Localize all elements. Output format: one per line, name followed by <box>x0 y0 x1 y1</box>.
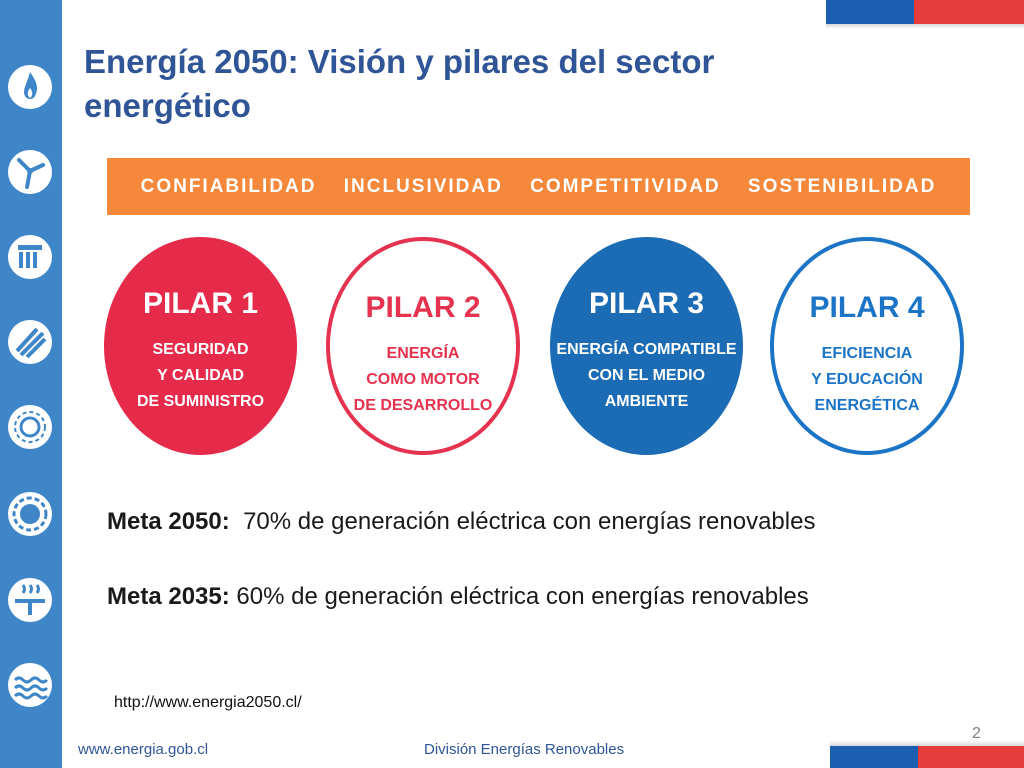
wind-turbine-icon <box>8 150 52 194</box>
pillar-2-line-3: DE DESARROLLO <box>353 397 493 414</box>
flag-red-stripe <box>914 0 1024 24</box>
sun-outline-icon <box>8 405 52 449</box>
goal-2050: Meta 2050: 70% de generación eléctrica c… <box>107 508 815 536</box>
slide-title: Energía 2050: Visión y pilares del secto… <box>84 43 715 124</box>
goal-2050-text: 70% de generación eléctrica con energías… <box>243 508 816 535</box>
pillar-4-circle: PILAR 4 EFICIENCIA Y EDUCACIÓN ENERGÉTIC… <box>770 237 964 455</box>
pillar-2-circle: PILAR 2 ENERGÍA COMO MOTOR DE DESARROLLO <box>326 237 520 455</box>
ocean-wave-icon <box>8 663 52 707</box>
pillar-3-line-1: ENERGÍA COMPATIBLE <box>556 341 737 358</box>
banner-item-sostenibilidad: SOSTENIBILIDAD <box>747 175 937 197</box>
values-banner: CONFIABILIDAD INCLUSIVIDAD COMPETITIVIDA… <box>107 158 970 215</box>
flag-blue-stripe <box>826 0 914 24</box>
pillar-1-line-2: Y CALIDAD <box>157 367 244 384</box>
geothermal-icon <box>8 578 52 622</box>
pillar-1-title: PILAR 1 <box>142 287 259 320</box>
pillar-1-line-3: DE SUMINISTRO <box>136 393 265 410</box>
flame-icon <box>8 65 52 109</box>
banner-item-competitividad: COMPETITIVIDAD <box>530 175 721 197</box>
banner-item-inclusividad: INCLUSIVIDAD <box>343 175 503 197</box>
pillar-2-line-1: ENERGÍA <box>386 345 460 362</box>
pillar-1-line-1: SEGURIDAD <box>152 341 249 358</box>
pillar-3-circle: PILAR 3 ENERGÍA COMPATIBLE CON EL MEDIO … <box>550 237 743 455</box>
pillar-3-line-2: CON EL MEDIO <box>587 367 706 384</box>
footer-website[interactable]: www.energia.gob.cl <box>78 741 209 758</box>
pillar-3-line-3: AMBIENTE <box>604 393 689 410</box>
pillar-4-line-1: EFICIENCIA <box>821 345 913 362</box>
goal-2035: Meta 2035: 60% de generación eléctrica c… <box>107 583 809 611</box>
sun-icon <box>8 492 52 536</box>
banner-item-confiabilidad: CONFIABILIDAD <box>140 175 317 197</box>
bottom-flag-shadow <box>830 740 1024 746</box>
solar-panel-icon <box>8 320 52 364</box>
pillar-4-line-3: ENERGÉTICA <box>814 397 920 414</box>
pillar-4-line-2: Y EDUCACIÓN <box>811 371 923 388</box>
bottom-flag-red-stripe <box>918 746 1024 768</box>
pillar-2-title: PILAR 2 <box>365 291 481 324</box>
pillar-1-circle: PILAR 1 SEGURIDAD Y CALIDAD DE SUMINISTR… <box>104 237 297 455</box>
pillar-4-title: PILAR 4 <box>809 291 925 324</box>
flag-shadow <box>826 24 1024 29</box>
pillar-3-title: PILAR 3 <box>588 287 705 320</box>
goal-2035-label: Meta 2035: <box>107 583 230 610</box>
goal-2050-label: Meta 2050: <box>107 508 230 535</box>
footer-division: División Energías Renovables <box>424 741 625 758</box>
hydro-dam-icon <box>8 235 52 279</box>
pillar-2-line-2: COMO MOTOR <box>366 371 480 388</box>
energia2050-link[interactable]: http://www.energia2050.cl/ <box>114 694 302 711</box>
page-number: 2 <box>972 725 981 742</box>
bottom-flag-blue-stripe <box>830 746 918 768</box>
sidebar <box>0 0 62 768</box>
goal-2035-text: 60% de generación eléctrica con energías… <box>236 583 809 610</box>
